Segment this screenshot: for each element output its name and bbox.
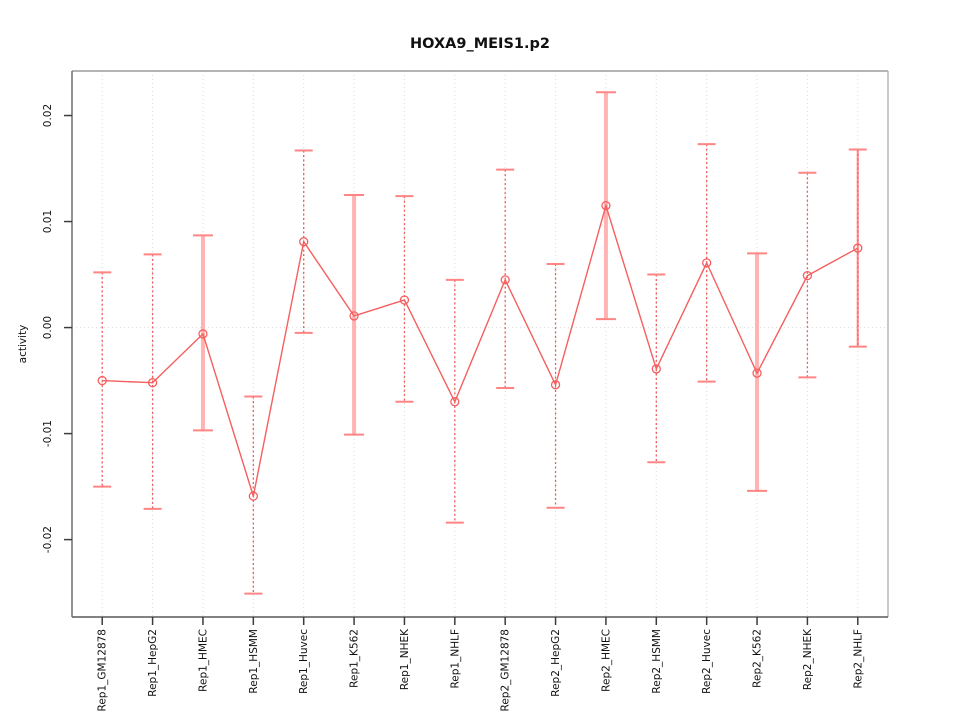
error-bars bbox=[93, 91, 867, 595]
data-point bbox=[853, 243, 863, 253]
chart-title: HOXA9_MEIS1.p2 bbox=[410, 36, 550, 52]
data-point bbox=[147, 378, 158, 388]
x-tick-label: Rep1_GM12878 bbox=[97, 629, 109, 711]
y-tick-label: 0.00 bbox=[42, 316, 54, 339]
x-tick-label: Rep2_NHLF bbox=[852, 629, 864, 689]
x-tick-label: Rep1_NHEK bbox=[399, 628, 411, 690]
data-point bbox=[299, 237, 309, 247]
data-point bbox=[198, 329, 208, 339]
data-point bbox=[450, 397, 460, 407]
x-tick-label: Rep1_HMEC bbox=[197, 629, 209, 692]
x-tick-label: Rep2_NHEK bbox=[802, 628, 814, 690]
x-tick-label: Rep2_HMEC bbox=[600, 629, 612, 692]
y-axis-label: activity bbox=[17, 325, 29, 364]
x-tick-label: Rep2_HepG2 bbox=[550, 629, 562, 697]
y-tick-label: -0.02 bbox=[42, 526, 54, 553]
grid-lines bbox=[72, 71, 888, 617]
series-line bbox=[102, 203, 859, 497]
data-point bbox=[399, 295, 410, 305]
data-point bbox=[97, 375, 107, 386]
y-tick-label: 0.02 bbox=[42, 104, 54, 127]
x-tick-label: Rep1_HepG2 bbox=[147, 629, 159, 697]
y-tick-label: -0.01 bbox=[42, 420, 54, 447]
data-point bbox=[248, 491, 258, 501]
x-tick-label: Rep2_Huvec bbox=[701, 629, 713, 694]
data-point bbox=[752, 368, 762, 378]
y-tick-label: 0.01 bbox=[42, 210, 54, 233]
data-point bbox=[349, 311, 359, 321]
data-point bbox=[550, 380, 561, 390]
x-tick-label: Rep1_K562 bbox=[349, 629, 361, 688]
x-tick-label: Rep2_HSMM bbox=[651, 629, 663, 694]
data-point bbox=[802, 270, 813, 281]
data-point bbox=[651, 364, 661, 374]
axes: 0.02 0.01 0.00 -0.01 -0.02 Rep1_GM12878 Rep1_H… bbox=[42, 70, 889, 711]
data-point bbox=[500, 275, 510, 285]
x-tick-label: Rep1_HSMM bbox=[248, 629, 260, 694]
x-tick-label: Rep1_Huvec bbox=[298, 629, 310, 694]
data-point bbox=[702, 258, 712, 268]
data-point bbox=[601, 200, 611, 211]
x-tick-label: Rep2_K562 bbox=[752, 629, 764, 688]
x-tick-label: Rep2_GM12878 bbox=[500, 629, 512, 711]
x-tick-label: Rep1_NHLF bbox=[449, 629, 461, 689]
series bbox=[97, 200, 863, 501]
